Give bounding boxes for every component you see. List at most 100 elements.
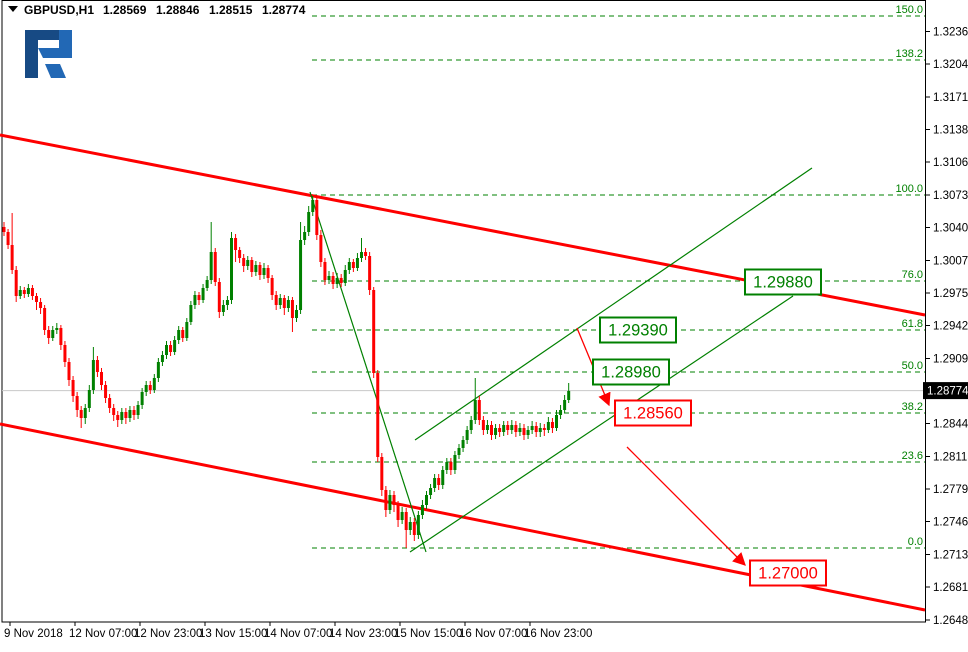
price-label-text: 1.28560 — [623, 405, 683, 423]
candle-body — [323, 262, 326, 280]
candle-body — [535, 426, 538, 432]
price-label-text: 1.27000 — [758, 565, 818, 583]
candle-body — [336, 278, 339, 284]
candle-body — [96, 360, 99, 372]
candle-body — [267, 268, 270, 278]
candle-body — [531, 426, 534, 430]
price-axis-label: 1.32040 — [933, 59, 968, 71]
price-axis-label: 1.28115 — [933, 452, 968, 464]
ohlc-close: 1.28774 — [262, 3, 306, 17]
price-axis-label: 1.30405 — [933, 223, 968, 235]
candle-body — [401, 512, 404, 520]
candle-body — [303, 232, 306, 240]
fib-level-label: 76.0 — [902, 269, 923, 281]
price-axis-label: 1.30730 — [933, 190, 968, 202]
candle-body — [226, 300, 229, 305]
candle-body — [120, 412, 123, 420]
candle-body — [510, 425, 513, 430]
fib-level-label: 50.0 — [902, 360, 923, 372]
candle-body — [340, 278, 343, 283]
candle-body — [59, 328, 62, 345]
candle-body — [283, 298, 286, 308]
price-axis-label: 1.27790 — [933, 484, 968, 496]
candle-body — [198, 295, 201, 300]
candle-body — [51, 330, 54, 338]
candle-body — [514, 425, 517, 432]
candle-body — [165, 345, 168, 355]
candle-body — [449, 462, 452, 470]
candle-body — [409, 522, 412, 530]
candle-body — [250, 260, 253, 272]
price-label-text: 1.28980 — [601, 364, 661, 382]
candle-body — [193, 295, 196, 305]
candle-body — [15, 270, 18, 296]
candle-body — [376, 373, 379, 457]
candle-body — [218, 282, 221, 312]
candle-body — [482, 420, 485, 430]
candle-body — [405, 512, 408, 530]
time-axis-label: 12 Nov 23:00 — [134, 628, 202, 640]
candle-body — [384, 490, 387, 510]
candle-body — [518, 428, 521, 432]
candle-body — [458, 448, 461, 455]
candle-body — [380, 457, 383, 490]
candle-body — [466, 430, 469, 440]
candle-body — [490, 425, 493, 435]
candle-body — [63, 345, 66, 362]
candle-body — [441, 470, 444, 485]
candle-body — [470, 420, 473, 430]
fib-level-label: 150.0 — [895, 4, 923, 16]
time-axis-label: 9 Nov 2018 — [4, 628, 63, 640]
candle-body — [478, 400, 481, 420]
time-axis-label: 16 Nov 23:00 — [524, 628, 592, 640]
candle-body — [360, 252, 363, 258]
candle-body — [555, 415, 558, 428]
candle-body — [567, 391, 570, 400]
candle-body — [397, 505, 400, 520]
fib-level-label: 23.6 — [902, 450, 923, 462]
price-axis-label: 1.27135 — [933, 550, 968, 562]
candle-body — [238, 250, 241, 258]
candle-body — [462, 440, 465, 448]
price-axis-label: 1.29750 — [933, 288, 968, 300]
candle-body — [328, 276, 331, 280]
current-price-value: 1.28774 — [927, 386, 968, 398]
candle-body — [413, 522, 416, 535]
projection-arrow — [627, 447, 745, 565]
candle-body — [112, 408, 115, 415]
candle-body — [356, 258, 359, 268]
candle-body — [527, 430, 530, 435]
candle-body — [88, 390, 91, 408]
candle-body — [368, 256, 371, 290]
price-axis-label: 1.30075 — [933, 256, 968, 268]
price-axis-label: 1.27465 — [933, 517, 968, 529]
candle-body — [474, 400, 477, 420]
price-axis-label: 1.31060 — [933, 157, 968, 169]
candle-body — [311, 200, 314, 212]
candle-body — [128, 410, 131, 418]
candle-body — [19, 290, 22, 296]
time-axis-label: 16 Nov 07:00 — [459, 628, 527, 640]
candle-body — [417, 515, 420, 535]
price-axis[interactable]: 1.323651.320401.317101.313851.310601.307… — [926, 27, 968, 628]
candle-body — [108, 398, 111, 408]
candle-body — [498, 428, 501, 432]
descending-channel-lines[interactable] — [0, 135, 925, 610]
candle-body — [157, 362, 160, 378]
candle-body — [315, 200, 318, 235]
price-axis-label: 1.28445 — [933, 419, 968, 431]
candle-body — [344, 270, 347, 283]
candle-body — [141, 392, 144, 405]
candle-body — [242, 258, 245, 266]
candle-body — [246, 260, 249, 266]
candle-body — [486, 425, 489, 430]
symbol-dropdown-icon[interactable] — [8, 6, 18, 12]
price-label-text: 1.29880 — [753, 274, 813, 292]
candle-body — [425, 495, 428, 505]
symbol-timeframe: GBPUSD,H1 — [24, 3, 94, 17]
candle-body — [275, 295, 278, 305]
